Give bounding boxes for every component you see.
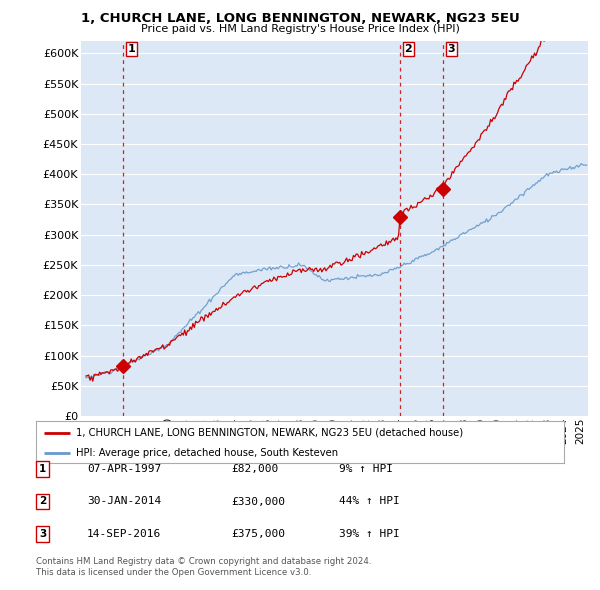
Text: 1, CHURCH LANE, LONG BENNINGTON, NEWARK, NG23 5EU: 1, CHURCH LANE, LONG BENNINGTON, NEWARK,… <box>80 12 520 25</box>
Text: 2: 2 <box>39 497 46 506</box>
Text: £375,000: £375,000 <box>231 529 285 539</box>
Text: Price paid vs. HM Land Registry's House Price Index (HPI): Price paid vs. HM Land Registry's House … <box>140 24 460 34</box>
Text: 1: 1 <box>39 464 46 474</box>
Text: 30-JAN-2014: 30-JAN-2014 <box>87 497 161 506</box>
Text: 14-SEP-2016: 14-SEP-2016 <box>87 529 161 539</box>
Text: 3: 3 <box>39 529 46 539</box>
Text: 2: 2 <box>404 44 412 54</box>
Text: 1: 1 <box>127 44 135 54</box>
Text: 9% ↑ HPI: 9% ↑ HPI <box>339 464 393 474</box>
Text: This data is licensed under the Open Government Licence v3.0.: This data is licensed under the Open Gov… <box>36 568 311 577</box>
Text: 07-APR-1997: 07-APR-1997 <box>87 464 161 474</box>
Text: £82,000: £82,000 <box>231 464 278 474</box>
Text: Contains HM Land Registry data © Crown copyright and database right 2024.: Contains HM Land Registry data © Crown c… <box>36 558 371 566</box>
Text: 1, CHURCH LANE, LONG BENNINGTON, NEWARK, NG23 5EU (detached house): 1, CHURCH LANE, LONG BENNINGTON, NEWARK,… <box>76 428 463 438</box>
Text: HPI: Average price, detached house, South Kesteven: HPI: Average price, detached house, Sout… <box>76 448 338 457</box>
Text: 44% ↑ HPI: 44% ↑ HPI <box>339 497 400 506</box>
Text: 39% ↑ HPI: 39% ↑ HPI <box>339 529 400 539</box>
Text: £330,000: £330,000 <box>231 497 285 506</box>
Text: 3: 3 <box>448 44 455 54</box>
